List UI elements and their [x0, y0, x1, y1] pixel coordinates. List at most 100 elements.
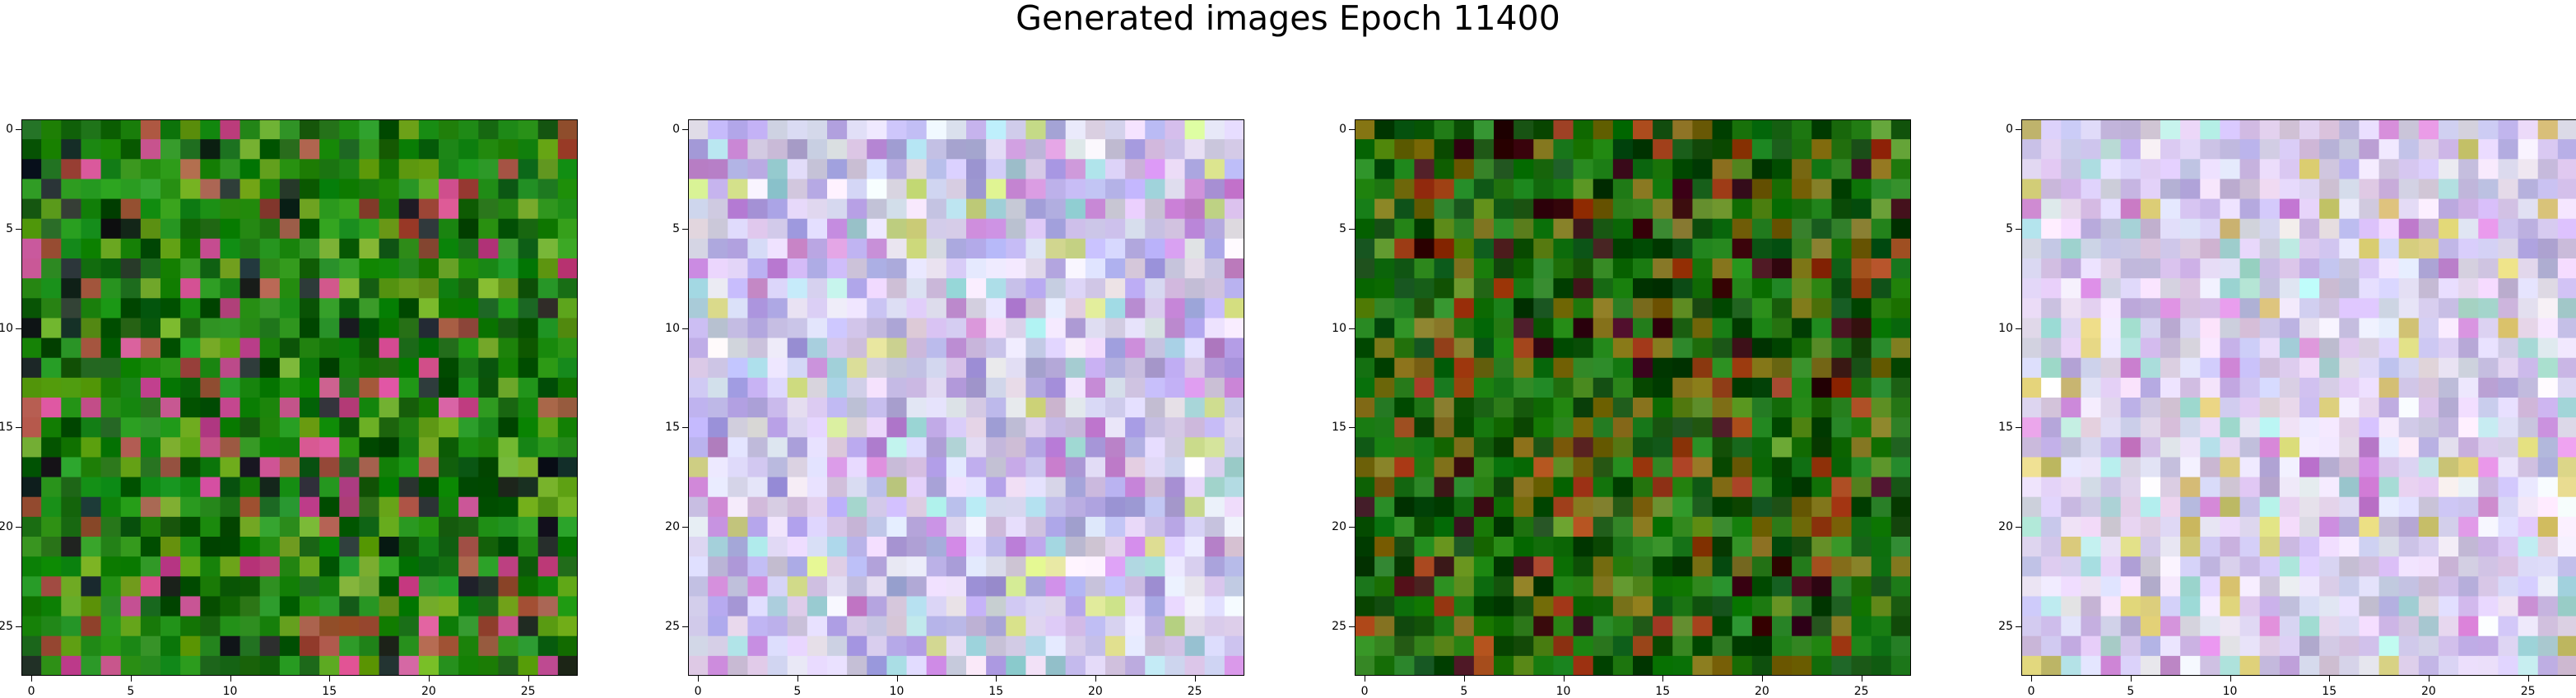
pixel-cell	[1792, 218, 1812, 240]
pixel-cell	[220, 198, 241, 220]
pixel-cell	[1374, 357, 1395, 379]
pixel-cell	[518, 238, 539, 259]
pixel-cell	[1533, 159, 1555, 180]
pixel-cell	[2319, 298, 2340, 319]
pixel-cell	[2378, 616, 2400, 637]
pixel-cell	[946, 616, 967, 637]
pixel-cell	[926, 437, 947, 458]
pixel-cell	[867, 576, 888, 598]
pixel-cell	[1006, 516, 1027, 537]
pixel-cell	[1165, 318, 1186, 339]
pixel-cell	[2239, 417, 2261, 438]
pixel-cell	[1772, 318, 1793, 339]
pixel-cell	[1712, 258, 1733, 279]
pixel-cell	[1653, 477, 1673, 498]
pixel-cell	[1434, 516, 1455, 537]
pixel-cell	[1065, 516, 1086, 537]
pixel-cell	[1434, 159, 1455, 180]
pixel-cell	[1692, 337, 1713, 359]
pixel-cell	[537, 337, 559, 359]
pixel-cell	[2537, 457, 2559, 478]
pixel-cell	[1045, 218, 1067, 240]
pixel-cell	[1204, 179, 1225, 200]
pixel-cell	[1593, 516, 1614, 537]
pixel-cell	[1165, 398, 1186, 418]
pixel-cell	[2140, 357, 2161, 379]
pixel-cell	[100, 457, 122, 478]
pixel-cell	[1494, 398, 1514, 418]
pixel-cell	[1494, 537, 1514, 557]
pixel-cell	[906, 179, 928, 200]
pixel-cell	[2021, 198, 2042, 220]
pixel-cell	[688, 298, 709, 319]
pixel-cell	[2160, 238, 2181, 259]
pixel-cell	[1434, 398, 1455, 418]
pixel-cell	[946, 516, 967, 537]
pixel-cell	[160, 635, 181, 657]
pixel-cell	[259, 417, 281, 438]
pixel-cell	[886, 437, 908, 458]
pixel-cell	[1514, 596, 1534, 617]
pixel-cell	[2378, 258, 2400, 279]
pixel-cell	[986, 198, 1007, 220]
pixel-cell	[1672, 537, 1694, 557]
pixel-cell	[2200, 556, 2221, 577]
pixel-cell	[1792, 377, 1812, 398]
pixel-cell	[1374, 139, 1395, 160]
pixel-cell	[1165, 238, 1186, 259]
pixel-cell	[1494, 238, 1514, 259]
pixel-cell	[1573, 616, 1594, 637]
pixel-cell	[906, 318, 928, 339]
pixel-cell	[966, 298, 987, 319]
pixel-cell	[1751, 238, 1773, 259]
pixel-cell	[1494, 616, 1514, 637]
pixel-cell	[41, 377, 62, 398]
pixel-cell	[2021, 159, 2042, 180]
pixel-cell	[1394, 398, 1416, 418]
pixel-cell	[2239, 337, 2261, 359]
pixel-cell	[1772, 496, 1793, 518]
pixel-cell	[239, 516, 261, 537]
pixel-cell	[2319, 357, 2340, 379]
pixel-cell	[1473, 417, 1495, 438]
pixel-cell	[2498, 159, 2519, 180]
pixel-cell	[21, 238, 42, 259]
pixel-cell	[1751, 457, 1773, 478]
pixel-cell	[1533, 616, 1555, 637]
pixel-cell	[2180, 218, 2201, 240]
pixel-cell	[319, 357, 340, 379]
pixel-cell	[1772, 655, 1793, 676]
pixel-cell	[1125, 179, 1146, 200]
pixel-cell	[906, 357, 928, 379]
pixel-cell	[867, 139, 888, 160]
pixel-cell	[1473, 655, 1495, 676]
pixel-cell	[827, 496, 848, 518]
pixel-cell	[807, 655, 828, 676]
pixel-cell	[1224, 357, 1244, 379]
pixel-cell	[1045, 238, 1067, 259]
pixel-cell	[1871, 556, 1892, 577]
pixel-cell	[906, 398, 928, 418]
pixel-cell	[1553, 278, 1574, 299]
pixel-cell	[2180, 556, 2201, 577]
pixel-cell	[1553, 357, 1574, 379]
pixel-cell	[886, 179, 908, 200]
pixel-cell	[120, 537, 142, 557]
pixel-cell	[1851, 556, 1872, 577]
pixel-cell	[2418, 477, 2439, 498]
pixel-cell	[379, 596, 400, 617]
pixel-cell	[1871, 635, 1892, 657]
pixel-cell	[2557, 357, 2576, 379]
pixel-cell	[1851, 337, 1872, 359]
pixel-cell	[2259, 576, 2281, 598]
pixel-cell	[2041, 576, 2062, 598]
pixel-cell	[1751, 258, 1773, 279]
pixel-cell	[1653, 596, 1673, 617]
pixel-cell	[160, 179, 181, 200]
pixel-cell	[339, 437, 360, 458]
pixel-cell	[220, 616, 241, 637]
pixel-cell	[1593, 655, 1614, 676]
pixel-cell	[478, 496, 500, 518]
pixel-cell	[1732, 556, 1753, 577]
pixel-cell	[946, 258, 967, 279]
